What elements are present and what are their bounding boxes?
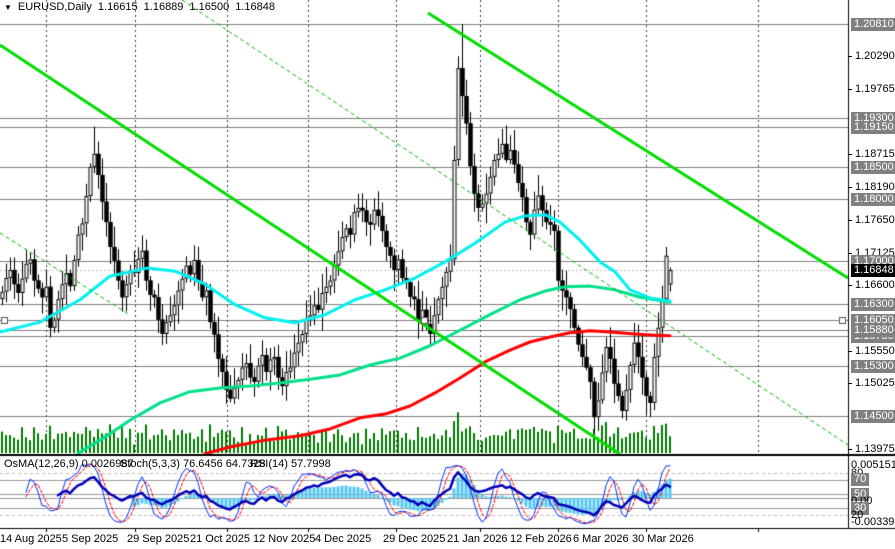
date-label: 14 Aug 2025 — [0, 533, 62, 545]
date-label: 30 Mar 2026 — [632, 533, 694, 545]
date-label: 6 Mar 2026 — [573, 533, 629, 545]
osma-label: OsMA(12,26,9) 0.0026987 — [4, 458, 134, 470]
price-tick — [848, 89, 852, 90]
ohlc-close: 1.16848 — [235, 1, 275, 13]
price-level-chip: 1.19150 — [851, 121, 895, 134]
symbol-period-title: EURUSD,Daily — [17, 1, 92, 13]
panel-level-chip: 50 — [851, 488, 870, 501]
price-tick-label: 1.15025 — [855, 377, 895, 389]
price-tick-label: 1.19765 — [855, 83, 895, 95]
current-price-chip: 1.16848 — [851, 264, 895, 277]
price-tick — [848, 285, 852, 286]
date-label: 12 Nov 2025 — [253, 533, 316, 545]
price-tick-label: 1.18715 — [855, 148, 895, 160]
ohlc-open: 1.16615 — [97, 1, 138, 13]
date-label: 29 Dec 2025 — [383, 533, 446, 545]
price-level-chip: 1.18000 — [851, 193, 895, 206]
rsi-label: RSI(14) 57.7998 — [250, 458, 331, 470]
price-level-chip: 1.15880 — [851, 324, 895, 337]
price-level-chip: 1.14500 — [851, 410, 895, 423]
price-tick — [848, 56, 852, 57]
price-tick-label: 1.17650 — [855, 214, 895, 226]
price-tick — [848, 253, 852, 254]
panel-level-chip: 70 — [851, 473, 870, 486]
price-level-chip: 1.18500 — [851, 161, 895, 174]
price-tick — [848, 449, 852, 450]
price-level-chip: 1.15300 — [851, 360, 895, 373]
date-label: 12 Feb 2026 — [510, 533, 572, 545]
stoch-label: Stoch(5,3,3) 76.6456 64.7328 — [120, 458, 266, 470]
ohlc-high: 1.16889 — [143, 1, 184, 13]
price-tick-label: 1.18190 — [855, 181, 895, 193]
chevron-down-icon[interactable]: ▼ — [4, 2, 12, 12]
price-tick — [848, 351, 852, 352]
date-label: 4 Dec 2025 — [315, 533, 372, 545]
panel-axis-label: 0.0051514 — [851, 459, 895, 471]
price-tick — [848, 187, 852, 188]
price-tick — [848, 383, 852, 384]
panel-axis-label: -0.00339 — [851, 516, 895, 528]
date-label: 21 Oct 2025 — [190, 533, 250, 545]
price-level-chip: 1.20810 — [851, 18, 895, 31]
date-label: 5 Sep 2025 — [62, 533, 119, 545]
date-label: 21 Jan 2026 — [447, 533, 508, 545]
chart-title-bar: ▼ EURUSD,Daily 1.16615 1.16889 1.16500 1… — [4, 1, 275, 13]
price-tick-label: 1.15550 — [855, 345, 895, 357]
price-level-chip: 1.16300 — [851, 298, 895, 311]
panel-level-chip: 30 — [851, 502, 870, 515]
price-tick — [848, 154, 852, 155]
price-level-chip: 1.16050 — [851, 314, 895, 327]
panel-axis-label: 20 — [851, 509, 864, 521]
price-tick — [848, 220, 852, 221]
price-tick-label: 1.20290 — [855, 50, 895, 62]
price-tick-label: 1.13975 — [855, 443, 895, 455]
price-tick-label: 1.16600 — [855, 279, 895, 291]
date-label: 29 Sep 2025 — [127, 533, 190, 545]
ohlc-low: 1.16500 — [189, 1, 230, 13]
